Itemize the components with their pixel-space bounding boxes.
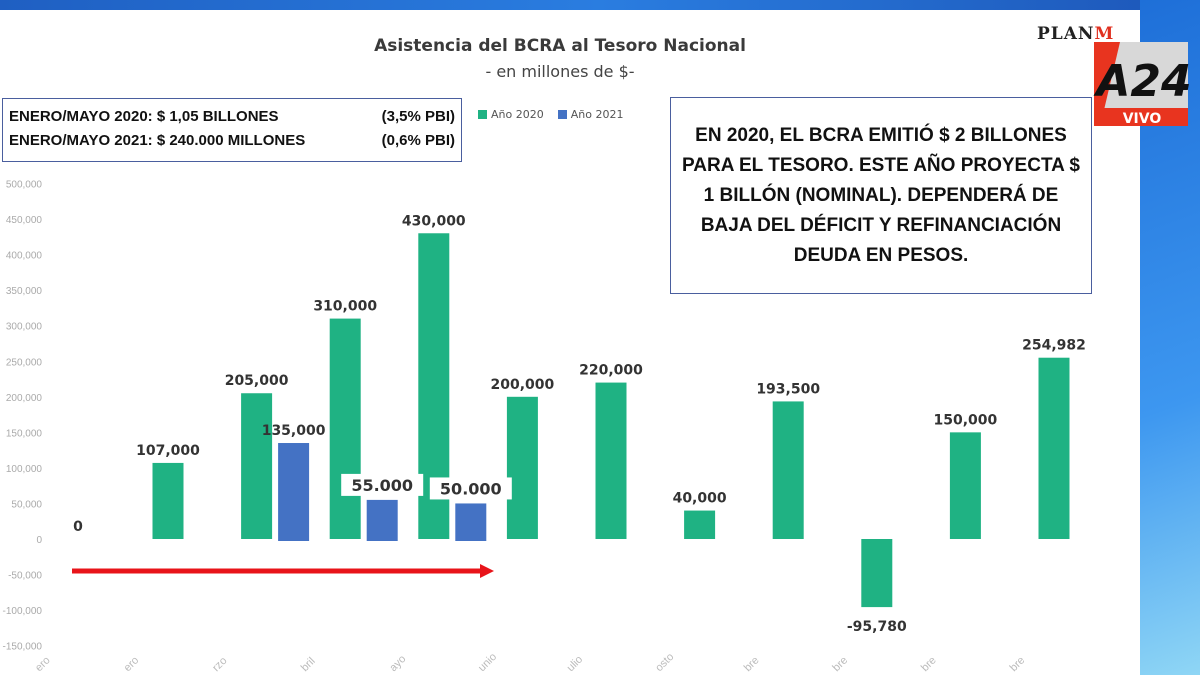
data-label-2020: 193,500 [756,381,820,397]
data-label-2020: 107,000 [136,443,200,459]
y-tick-label: 450,000 [6,215,43,226]
summary-box: ENERO/MAYO 2020: $ 1,05 BILLONES (3,5% PB… [2,98,462,162]
red-arrow-head [480,564,494,578]
summary-2020: ENERO/MAYO 2020: $ 1,05 BILLONES [9,108,279,125]
bar-2020 [949,432,981,539]
data-label-box [341,473,424,496]
data-label-2020: 200,000 [491,377,555,393]
x-tick-label: ulio [565,654,586,675]
bar-2021 [366,499,398,541]
summary-2021: ENERO/MAYO 2021: $ 240.000 MILLONES [9,132,306,149]
y-tick-label: 350,000 [6,286,43,297]
data-label-2021: 55.000 [351,476,413,495]
x-tick-label: osto [653,651,676,674]
legend-label: Año 2020 [491,108,544,121]
chart-title: Asistencia del BCRA al Tesoro Nacional [374,36,746,56]
y-tick-label: 150,000 [6,428,43,439]
bar-chart: 500,000 450,000 400,000 350,000 300,000 250,0… [3,180,1086,675]
data-label-2020: 205,000 [225,373,289,389]
x-tick-label: ayo [387,653,408,674]
data-label-2020: 254,982 [1022,338,1086,354]
y-tick-label: 50,000 [11,499,42,510]
data-label-2020: -95,780 [847,619,907,635]
y-tick-label: 0 [36,535,42,546]
y-tick-label: -50,000 [8,571,42,582]
y-tick-label: 200,000 [6,393,43,404]
x-tick-label: bre [919,654,939,674]
summary-2020-pbi: (3,5% PBI) [381,108,455,125]
bar-2020 [595,382,627,539]
chart-area [0,10,1140,675]
svg-text:VIVO: VIVO [1123,111,1162,127]
y-tick-label: 500,000 [6,180,43,191]
data-label-2020: 310,000 [313,299,377,315]
y-tick-label: -100,000 [3,606,43,617]
data-label-2020: 220,000 [579,363,643,379]
note-box: EN 2020, EL BCRA EMITIÓ $ 2 BILLONES PAR… [670,97,1092,294]
x-tick-label: bre [830,654,850,674]
bar-2021 [455,503,487,541]
x-tick-label: unio [476,651,499,674]
legend-swatch [478,110,487,119]
legend-item-2021: Año 2021 [557,108,624,121]
data-label-2021: 50.000 [440,479,502,498]
svg-text:A24: A24 [1093,56,1190,107]
bar-2020 [329,318,361,539]
legend-label: Año 2021 [570,108,624,121]
data-label-2020: 40,000 [673,491,727,507]
bar-2020 [506,396,538,539]
x-tick-label: bril [299,655,318,674]
bar-2020 [861,539,893,608]
bar-2020 [684,510,716,539]
y-tick-label: -150,000 [3,642,43,653]
bar-2020 [152,462,184,539]
bar-2020 [241,393,273,539]
bar-2020 [1038,357,1070,539]
y-tick-label: 300,000 [6,322,43,333]
bar-2020 [772,401,804,539]
x-tick-label: bre [1008,654,1028,674]
bar-2021 [278,443,310,541]
x-tick-label: ero [122,654,142,674]
x-tick-label: rzo [210,655,229,674]
data-label-2020: 0 [73,519,83,535]
x-tick-label: ero [33,654,53,674]
legend-swatch [557,110,567,119]
chart-subtitle: - en millones de $- [485,62,635,81]
y-tick-label: 100,000 [6,464,43,475]
y-tick-label: 400,000 [6,251,43,262]
summary-2021-pbi: (0,6% PBI) [381,132,455,149]
data-label-2020: 430,000 [402,213,466,229]
data-label-box [429,477,512,500]
data-label-2020: 150,000 [934,412,998,428]
data-label-2021: 135,000 [262,423,326,439]
legend: Año 2020 Año 2021 [478,108,623,121]
planm-logo: PLANM [1037,24,1115,44]
x-tick-label: bre [742,654,762,674]
y-tick-label: 250,000 [6,357,43,368]
a24-vivo-logo: A24 VIVO [1093,42,1190,127]
tv-frame-top [0,0,1200,10]
legend-item-2020: Año 2020 [478,108,544,121]
